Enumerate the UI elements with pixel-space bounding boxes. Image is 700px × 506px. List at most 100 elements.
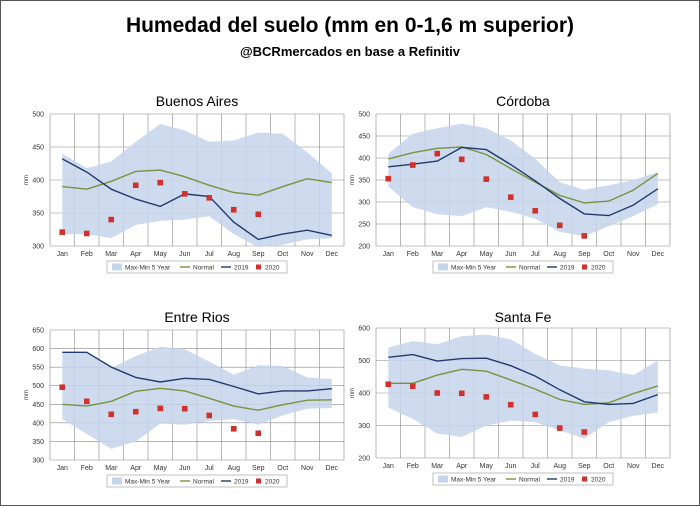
x-tick-label: Apr: [456, 251, 468, 258]
y-tick-label: 200: [358, 244, 370, 251]
y-tick-label: 250: [358, 222, 370, 229]
point-2020: [458, 156, 465, 163]
x-tick-label: Dec: [326, 465, 339, 472]
series-line-normal: [388, 368, 659, 406]
legend-box: [432, 472, 614, 486]
point-2020: [507, 401, 514, 408]
point-2020: [556, 425, 563, 431]
y-tick-label: 200: [358, 456, 370, 463]
x-tick-label: Mar: [431, 463, 444, 470]
x-tick-label: Mar: [105, 465, 118, 472]
x-tick-label: Nov: [627, 463, 640, 470]
point-2020: [409, 383, 416, 389]
point-2020: [409, 162, 416, 168]
legend-box: [106, 260, 288, 274]
x-tick-label: Jul: [531, 251, 540, 258]
legend-swatch-band: [112, 263, 122, 271]
x-tick-label: Nov: [301, 251, 314, 258]
point-2020: [59, 229, 66, 235]
x-tick-label: Jun: [179, 251, 190, 258]
point-2020: [483, 176, 490, 182]
x-tick-label: Apr: [456, 463, 468, 470]
y-tick-label: 450: [32, 402, 44, 409]
x-tick-label: Sep: [578, 463, 591, 470]
figure-title: Humedad del suelo (mm en 0-1,6 m superio…: [125, 14, 575, 37]
point-2020: [483, 394, 490, 400]
legend-label-normal: Normal: [193, 479, 215, 486]
x-tick-label: May: [480, 251, 494, 258]
series-band-max-min: [388, 123, 658, 237]
y-tick-label: 600: [358, 326, 370, 333]
point-2020: [507, 194, 514, 200]
point-2020: [434, 390, 441, 396]
x-tick-label: Sep: [252, 251, 265, 258]
chart-panel: Entre Rios 300 350 400 450 500 550 600 650 Jan Feb…: [24, 309, 345, 488]
y-tick-label: 500: [358, 358, 370, 365]
y-tick-label: 300: [32, 458, 44, 465]
chart-legend: Max-Min 5 Year Normal 2019 2020: [106, 474, 288, 488]
x-tick-label: Feb: [407, 463, 419, 470]
point-2020: [255, 211, 262, 218]
x-tick-label: Aug: [228, 251, 241, 258]
series-band-max-min: [388, 334, 658, 439]
legend-label-normal: Normal: [519, 477, 541, 484]
x-tick-label: Aug: [554, 251, 567, 258]
chart-panel: Córdoba 200 250 300 350 400 450 500 Jan Feb Mar Apr…: [350, 93, 671, 274]
x-tick-label: Jun: [505, 463, 516, 470]
legend-label-2020: 2020: [265, 479, 280, 486]
y-tick-label: 500: [32, 112, 44, 119]
x-tick-label: Jan: [57, 251, 68, 258]
x-tick-label: Jul: [205, 251, 214, 258]
x-tick-label: Feb: [81, 251, 93, 258]
chart-title: Santa Fe: [495, 309, 552, 325]
series-line-normal: [62, 387, 332, 411]
point-2020: [230, 206, 237, 213]
figure-subtitle: @BCRmercados en base a Refinitiv: [239, 44, 461, 59]
point-2020: [581, 429, 588, 435]
y-tick-label: 350: [32, 211, 44, 218]
point-2020: [230, 426, 237, 432]
y-tick-label: 550: [32, 365, 44, 372]
x-tick-label: Nov: [301, 465, 314, 472]
legend-swatch-2020: [256, 478, 261, 484]
legend-label-2019: 2019: [560, 477, 575, 484]
legend-swatch-2020: [582, 476, 587, 482]
series-line-2019: [388, 146, 659, 217]
x-tick-label: Oct: [603, 251, 614, 258]
legend-label-band: Max-Min 5 Year: [451, 477, 497, 484]
series-line-normal: [388, 146, 659, 204]
point-2020: [434, 150, 441, 157]
y-tick-label: 350: [32, 439, 44, 446]
y-tick-label: 650: [32, 328, 44, 335]
legend-swatch-2020: [582, 264, 587, 270]
point-2020: [132, 182, 139, 189]
point-2020: [206, 412, 213, 419]
x-tick-label: May: [154, 251, 168, 258]
legend-swatch-band: [438, 263, 448, 271]
series-band-max-min: [62, 123, 332, 248]
y-tick-label: 350: [358, 178, 370, 185]
legend-label-2020: 2020: [591, 477, 606, 484]
point-2020: [83, 398, 90, 405]
legend-label-2019: 2019: [234, 479, 249, 486]
x-tick-label: Jun: [179, 465, 190, 472]
y-axis-label: mm: [24, 175, 30, 185]
x-tick-label: Jan: [383, 463, 394, 470]
chart-legend: Max-Min 5 Year Normal 2019 2020: [432, 472, 614, 486]
x-tick-label: Mar: [431, 251, 444, 258]
x-tick-label: Feb: [407, 251, 419, 258]
legend-box: [432, 260, 614, 274]
point-2020: [108, 411, 115, 418]
y-tick-label: 300: [32, 244, 44, 251]
y-tick-label: 450: [358, 134, 370, 141]
point-2020: [108, 216, 115, 223]
legend-swatch-2020: [256, 264, 261, 270]
point-2020: [385, 175, 392, 182]
y-tick-label: 500: [358, 112, 370, 119]
y-axis-label: mm: [350, 175, 356, 185]
x-tick-label: Dec: [326, 251, 339, 258]
legend-label-2019: 2019: [560, 265, 575, 272]
legend-label-normal: Normal: [193, 265, 215, 272]
point-2020: [581, 233, 588, 239]
x-tick-label: Oct: [277, 251, 288, 258]
